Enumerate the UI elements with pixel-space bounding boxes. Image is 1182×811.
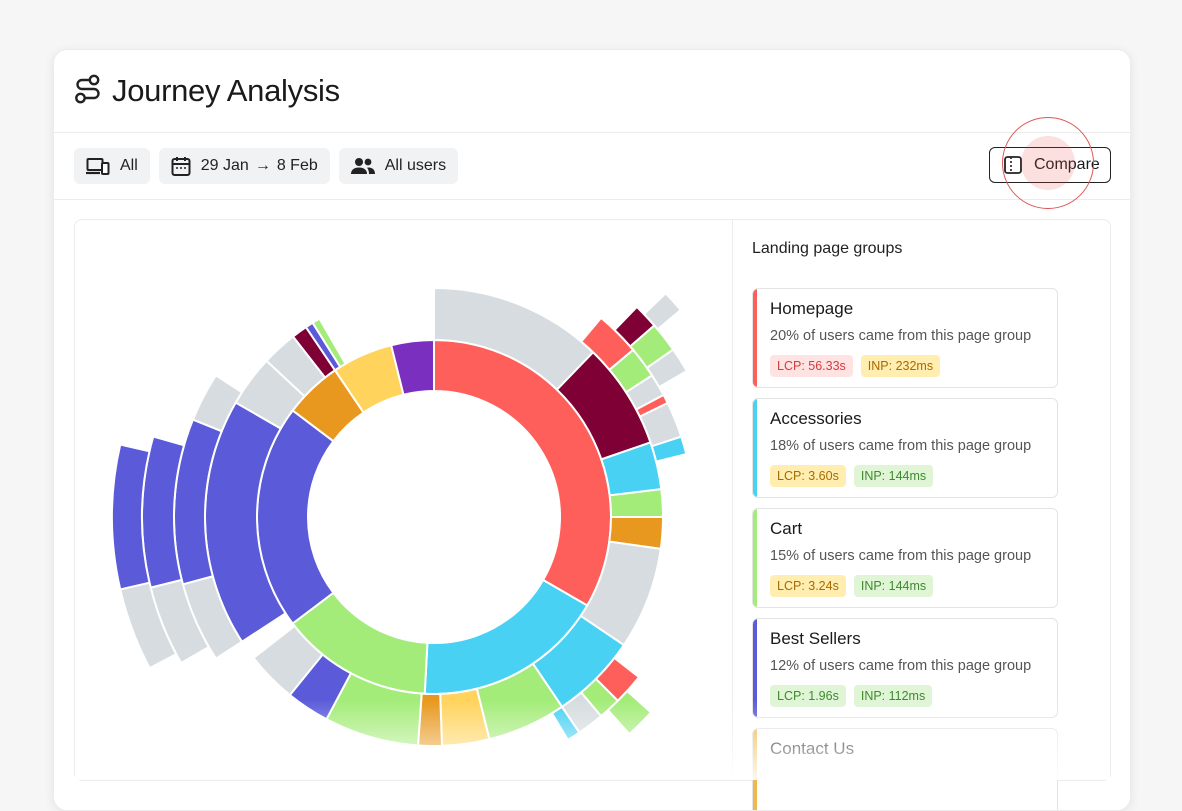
group-card-cart[interactable]: Cart 15% of users came from this page gr… (752, 508, 1058, 608)
group-color-bar (753, 509, 757, 607)
sunburst-chart[interactable] (75, 220, 732, 780)
group-color-bar (753, 399, 757, 497)
group-card-accessories[interactable]: Accessories 18% of users came from this … (752, 398, 1058, 498)
group-desc: 18% of users came from this page group (770, 438, 1032, 454)
users-filter-label: All users (384, 157, 447, 174)
sunburst-segment-l2-18[interactable] (311, 317, 347, 369)
sunburst-segment-l5-0[interactable] (642, 291, 683, 331)
users-icon (350, 158, 375, 174)
arrow-right-icon: → (254, 157, 271, 174)
device-filter-label: All (120, 157, 138, 174)
group-name: Contact Us (770, 739, 855, 758)
sunburst-segment-l4-2[interactable] (645, 348, 689, 389)
lcp-badge: LCP: 3.60s (770, 465, 846, 487)
inp-badge: INP: 144ms (853, 465, 934, 487)
group-desc: 20% of users came from this page group (770, 328, 1032, 344)
date-to: 8 Feb (276, 157, 318, 174)
inp-badge: INP: 232ms (860, 355, 941, 377)
lcp-badge: LCP: 3.24s (770, 575, 846, 597)
group-color-bar (753, 289, 757, 387)
journey-card: Journey Analysis All 29 Jan → 8 Feb All … (53, 49, 1131, 811)
group-card-best-sellers[interactable]: Best Sellers 12% of users came from this… (752, 618, 1058, 718)
compare-label: Compare (1034, 156, 1100, 173)
inp-badge: INP: 144ms (853, 575, 934, 597)
sunburst-chart-area (75, 220, 733, 780)
devices-icon (86, 158, 110, 175)
group-name: Cart (770, 519, 803, 538)
sunburst-segment-l5-2[interactable] (111, 443, 151, 591)
sunburst-segment-l3-5[interactable] (650, 435, 688, 463)
landing-page-groups: Landing page groups Homepage 20% of user… (732, 220, 1110, 810)
group-color-bar (753, 619, 757, 717)
analysis-panel: Landing page groups Homepage 20% of user… (74, 219, 1111, 810)
group-name: Accessories (770, 409, 862, 428)
sunburst-segment-l3-12[interactable] (191, 374, 244, 433)
users-filter[interactable]: All users (338, 148, 459, 184)
sunburst-segment-l2-12[interactable] (252, 624, 325, 697)
compare-icon (1004, 156, 1022, 174)
journey-icon (74, 74, 102, 109)
date-range-filter[interactable]: 29 Jan → 8 Feb (158, 148, 330, 184)
group-color-bar (753, 729, 757, 810)
group-name: Best Sellers (770, 629, 861, 648)
sunburst-segment-l1-6[interactable] (389, 338, 435, 396)
compare-button[interactable]: Compare (989, 147, 1111, 183)
group-card-contact-us[interactable]: Contact Us (752, 728, 1058, 810)
device-filter[interactable]: All (74, 148, 150, 184)
lcp-badge: LCP: 1.96s (770, 685, 846, 707)
group-desc: 12% of users came from this page group (770, 658, 1032, 674)
group-name: Homepage (770, 299, 854, 318)
filter-toolbar: All 29 Jan → 8 Feb All users Compare (54, 133, 1130, 200)
group-card-homepage[interactable]: Homepage 20% of users came from this pag… (752, 288, 1058, 388)
date-from: 29 Jan (200, 157, 249, 174)
calendar-icon (171, 156, 191, 176)
lcp-badge: LCP: 56.33s (770, 355, 853, 377)
inp-badge: INP: 112ms (853, 685, 933, 707)
side-title: Landing page groups (752, 240, 903, 257)
page-title: Journey Analysis (112, 73, 340, 108)
group-desc: 15% of users came from this page group (770, 548, 1032, 564)
page-header: Journey Analysis (54, 50, 1130, 133)
